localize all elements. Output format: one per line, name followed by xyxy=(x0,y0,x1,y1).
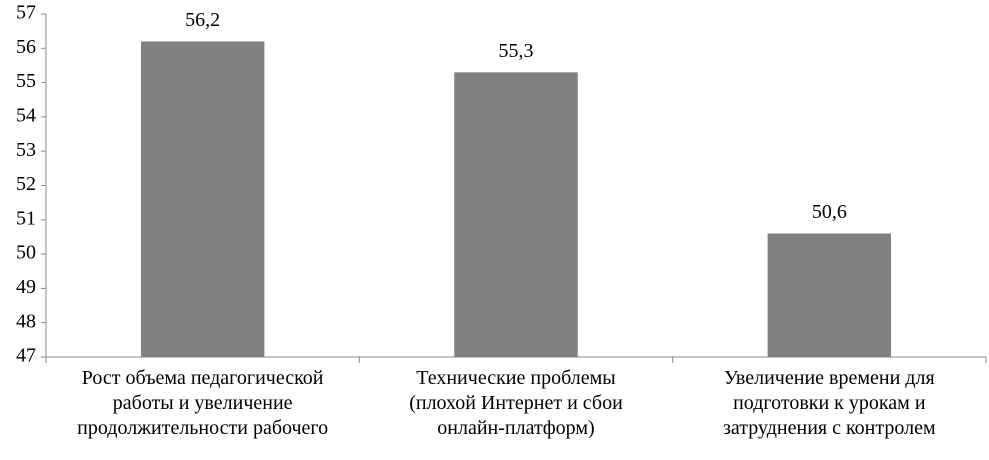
y-tick-label: 57 xyxy=(16,2,36,24)
y-tick-label: 55 xyxy=(16,70,36,92)
y-tick-label: 47 xyxy=(16,345,36,367)
x-tick-label: Увеличение времени для подготовки к урок… xyxy=(723,367,936,439)
x-tick-label: Технические проблемы (плохой Интернет и … xyxy=(409,367,623,439)
y-tick-label: 56 xyxy=(16,36,36,58)
value-label: 55,3 xyxy=(499,40,534,62)
value-label: 50,6 xyxy=(812,201,847,223)
y-tick-label: 53 xyxy=(16,139,36,161)
bar xyxy=(454,72,578,357)
y-tick-label: 48 xyxy=(16,310,36,332)
bar xyxy=(767,233,892,357)
y-tick-label: 50 xyxy=(16,242,36,264)
bar xyxy=(140,41,265,357)
y-tick-label: 54 xyxy=(16,104,36,126)
y-tick-label: 52 xyxy=(16,173,36,195)
y-tick-label: 49 xyxy=(16,276,36,298)
value-label: 56,2 xyxy=(185,9,220,31)
x-tick-label: Рост объема педагогической работы и увел… xyxy=(77,367,329,439)
y-tick-label: 51 xyxy=(16,207,36,229)
